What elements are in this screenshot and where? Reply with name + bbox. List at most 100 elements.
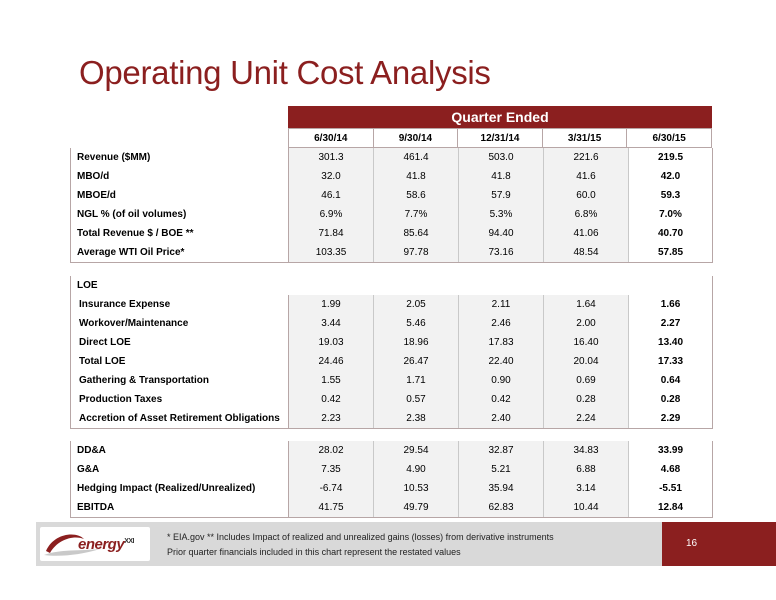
table-cell: 41.06 (543, 224, 629, 243)
table-cell: 22.40 (458, 352, 544, 371)
table-cell: 4.68 (628, 460, 713, 479)
table-cell: 73.16 (458, 243, 544, 263)
table-cell: 33.99 (628, 441, 713, 460)
table-cell: 94.40 (458, 224, 544, 243)
table-cell: 6.8% (543, 205, 629, 224)
row-label: Total LOE (70, 352, 289, 371)
table-row: Production Taxes 0.42 0.57 0.42 0.28 0.28 (70, 390, 714, 409)
table-cell: 16.40 (543, 333, 629, 352)
loe-table: LOE Insurance Expense 1.99 2.05 2.11 1.64 1.66… (69, 276, 714, 429)
quarter-ended-header: Quarter Ended (288, 106, 712, 128)
table-row: MBOE/d 46.1 58.6 57.9 60.0 59.3 (70, 186, 713, 205)
table-cell: 62.83 (458, 498, 544, 518)
table-cell: 301.3 (288, 148, 374, 167)
table-cell: 0.64 (627, 371, 714, 390)
row-label: Total Revenue $ / BOE ** (70, 224, 289, 243)
company-logo: energyXXI (40, 527, 150, 561)
table-cell: 40.70 (628, 224, 713, 243)
table-row: EBITDA 41.75 49.79 62.83 10.44 12.84 (70, 498, 713, 518)
table-cell: 1.71 (373, 371, 459, 390)
table-cell: 2.29 (627, 409, 714, 429)
table-cell: 71.84 (288, 224, 374, 243)
footnote: * EIA.gov ** Includes Impact of realized… (167, 532, 554, 542)
table-cell: 13.40 (627, 333, 714, 352)
table-cell: 2.38 (373, 409, 459, 429)
table-cell: 219.5 (628, 148, 713, 167)
table-cell: 17.83 (458, 333, 544, 352)
table-cell: 1.55 (288, 371, 374, 390)
ebitda-table: DD&A 28.02 29.54 32.87 34.83 33.99 G&A 7.35 4.90… (70, 441, 713, 518)
column-header: 9/30/14 (372, 128, 459, 148)
row-label: G&A (70, 460, 289, 479)
table-cell: 2.46 (458, 314, 544, 333)
table-cell: 0.42 (288, 390, 374, 409)
table-row: Revenue ($MM) 301.3 461.4 503.0 221.6 219.5 (70, 148, 713, 167)
table-cell: 10.53 (373, 479, 459, 498)
table-cell: 59.3 (628, 186, 713, 205)
table-cell: 17.33 (627, 352, 714, 371)
table-cell: 0.28 (627, 390, 714, 409)
table-cell: 34.83 (543, 441, 629, 460)
table-cell: 12.84 (628, 498, 713, 518)
table-cell: 42.0 (628, 167, 713, 186)
table-cell: 0.42 (458, 390, 544, 409)
footer-bar (36, 522, 776, 566)
table-row: Workover/Maintenance 3.44 5.46 2.46 2.00 2.27 (70, 314, 714, 333)
row-label: Average WTI Oil Price* (70, 243, 289, 263)
row-label: Direct LOE (70, 333, 289, 352)
row-label: Revenue ($MM) (70, 148, 289, 167)
table-cell: 221.6 (543, 148, 629, 167)
section-heading: LOE (69, 276, 714, 295)
table-cell: 2.23 (288, 409, 374, 429)
table-cell: 35.94 (458, 479, 544, 498)
table-cell: 461.4 (373, 148, 459, 167)
footnote: Prior quarter financials included in thi… (167, 547, 461, 557)
column-header: 12/31/14 (457, 128, 543, 148)
table-cell: 503.0 (458, 148, 544, 167)
table-cell: 2.40 (458, 409, 544, 429)
table-cell: 97.78 (373, 243, 459, 263)
table-cell: 5.3% (458, 205, 544, 224)
table-cell: 26.47 (373, 352, 459, 371)
table-cell: 2.00 (543, 314, 629, 333)
row-label: Workover/Maintenance (70, 314, 289, 333)
table-cell: -6.74 (288, 479, 374, 498)
table-cell: 3.14 (543, 479, 629, 498)
table-cell: 0.57 (373, 390, 459, 409)
table-row: Average WTI Oil Price* 103.35 97.78 73.16 48… (70, 243, 713, 263)
table-cell: 32.87 (458, 441, 544, 460)
row-label: DD&A (70, 441, 289, 460)
table-cell: 60.0 (543, 186, 629, 205)
page-number: 16 (686, 538, 698, 549)
table-cell: 48.54 (543, 243, 629, 263)
table-cell: 29.54 (373, 441, 459, 460)
table-row: Total LOE 24.46 26.47 22.40 20.04 17.33 (70, 352, 714, 371)
table-cell: 2.27 (627, 314, 714, 333)
row-label: Production Taxes (70, 390, 289, 409)
table-cell: 1.99 (288, 295, 374, 314)
row-label: Insurance Expense (70, 295, 289, 314)
column-header: 3/31/15 (541, 128, 628, 148)
revenue-table: Revenue ($MM) 301.3 461.4 503.0 221.6 219.5 MB… (70, 148, 713, 263)
row-label: NGL % (of oil volumes) (70, 205, 289, 224)
table-cell: 103.35 (288, 243, 374, 263)
table-cell: 24.46 (288, 352, 374, 371)
row-label: EBITDA (70, 498, 289, 518)
table-row: G&A 7.35 4.90 5.21 6.88 4.68 (70, 460, 713, 479)
table-row: NGL % (of oil volumes) 6.9% 7.7% 5.3% 6.8% 7.… (70, 205, 713, 224)
row-label: Accretion of Asset Retirement Obligation… (70, 409, 289, 429)
table-cell: 57.85 (628, 243, 713, 263)
row-label: MBOE/d (70, 186, 289, 205)
column-headers: 6/30/14 9/30/14 12/31/14 3/31/15 6/30/15 (288, 128, 712, 148)
table-cell: 32.0 (288, 167, 374, 186)
table-cell: 46.1 (288, 186, 374, 205)
table-cell: 1.64 (543, 295, 629, 314)
table-row: MBO/d 32.0 41.8 41.8 41.6 42.0 (70, 167, 713, 186)
table-cell: 5.21 (458, 460, 544, 479)
table-cell: 2.24 (543, 409, 629, 429)
section-heading-row: LOE (69, 276, 714, 295)
table-cell: 49.79 (373, 498, 459, 518)
table-cell: 6.9% (288, 205, 374, 224)
table-row: Total Revenue $ / BOE ** 71.84 85.64 94.40 4… (70, 224, 713, 243)
column-header: 6/30/15 (626, 128, 712, 148)
